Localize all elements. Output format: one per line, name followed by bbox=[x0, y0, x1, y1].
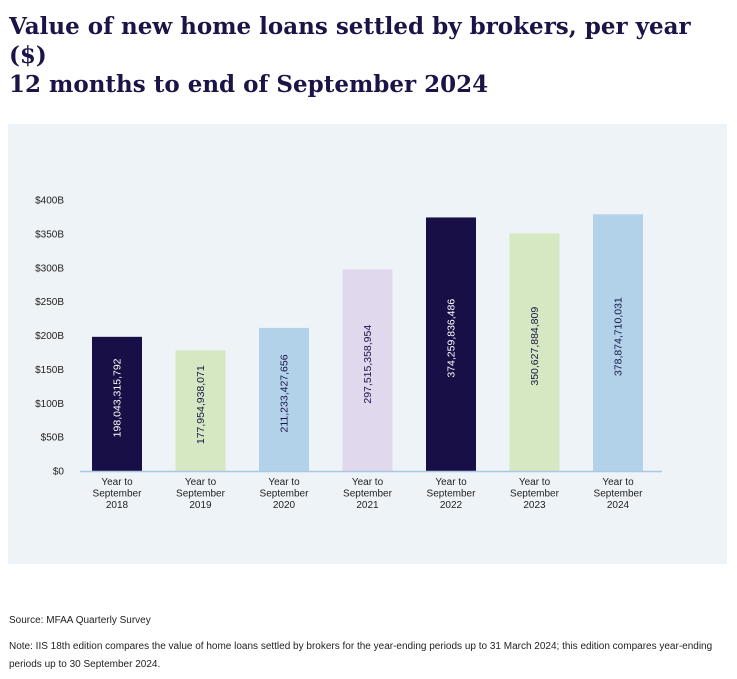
y-tick-label: $100B bbox=[35, 399, 64, 410]
x-tick-label-line: September bbox=[427, 489, 477, 500]
bar bbox=[175, 350, 226, 471]
bar-chart: $0 $50B $100B $150B $200B $250B $300B $350B $400… bbox=[35, 196, 662, 511]
x-tick-label-line: Year to bbox=[602, 477, 634, 488]
x-tick-label-line: Year to bbox=[101, 477, 133, 488]
x-tick-label-line: September bbox=[93, 489, 143, 500]
x-tick-label-line: September bbox=[176, 489, 226, 500]
bar bbox=[92, 336, 142, 471]
x-tick-label: Year to September 2022 bbox=[427, 477, 477, 511]
chart-title-line-1: Value of new home loans settled by broke… bbox=[9, 13, 691, 69]
x-tick-label: Year to September 2023 bbox=[510, 477, 560, 511]
y-tick-label: $50B bbox=[41, 433, 65, 444]
y-tick-label: $350B bbox=[35, 229, 64, 240]
x-tick-label-line: 2022 bbox=[440, 500, 463, 511]
bar-value-label: 350,627,884,809 bbox=[529, 307, 541, 386]
source-text: Source: MFAA Quarterly Survey bbox=[9, 615, 151, 626]
chart-title: Value of new home loans settled by broke… bbox=[9, 12, 729, 99]
x-tick-label: Year to September 2020 bbox=[260, 477, 310, 511]
x-tick-label-line: September bbox=[510, 489, 560, 500]
x-tick-label-line: 2024 bbox=[607, 500, 630, 511]
x-tick-label: Year to September 2019 bbox=[176, 477, 226, 511]
bar bbox=[509, 233, 560, 471]
x-tick-label-line: Year to bbox=[185, 477, 217, 488]
x-tick-label-line: September bbox=[260, 489, 310, 500]
x-tick-label: Year to September 2021 bbox=[343, 477, 393, 511]
x-tick-label: Year to September 2024 bbox=[594, 477, 644, 511]
y-tick-label: $0 bbox=[53, 467, 65, 478]
bar-value-label: 211,233,427,656 bbox=[279, 354, 291, 432]
x-tick-label-line: September bbox=[594, 489, 644, 500]
x-tick-label-line: 2018 bbox=[106, 500, 129, 511]
note-text: Note: IIS 18th edition compares the valu… bbox=[9, 641, 713, 670]
chart-panel: $0 $50B $100B $150B $200B $250B $300B $350B $400… bbox=[8, 124, 727, 564]
chart-title-line-2: 12 months to end of September 2024 bbox=[9, 71, 489, 98]
bar bbox=[426, 217, 476, 471]
x-tick-label-line: 2023 bbox=[523, 500, 546, 511]
y-tick-label: $400B bbox=[35, 196, 64, 207]
x-tick-label-line: 2020 bbox=[273, 500, 296, 511]
y-tick-label: $150B bbox=[35, 365, 64, 376]
x-tick-label: Year to September 2018 bbox=[93, 477, 143, 511]
bar-value-label: 198,043,315,792 bbox=[112, 358, 124, 437]
x-tick-label-line: Year to bbox=[352, 477, 384, 488]
y-tick-label: $200B bbox=[35, 331, 64, 342]
x-tick-label-line: September bbox=[343, 489, 393, 500]
x-tick-label-line: Year to bbox=[435, 477, 467, 488]
bar-value-label: 378,874,710,031 bbox=[613, 297, 625, 376]
bar-value-label: 374,259,836,486 bbox=[446, 299, 458, 378]
bar bbox=[593, 214, 643, 471]
bar-value-label: 297,515,358,954 bbox=[362, 325, 374, 404]
x-tick-label-line: Year to bbox=[519, 477, 551, 488]
x-tick-label-line: Year to bbox=[268, 477, 300, 488]
bar bbox=[259, 327, 309, 471]
bar bbox=[342, 269, 393, 471]
bar-value-label: 177,954,938,071 bbox=[195, 365, 207, 444]
y-tick-label: $250B bbox=[35, 297, 64, 308]
x-tick-label-line: 2019 bbox=[189, 500, 212, 511]
x-tick-label-line: 2021 bbox=[356, 500, 379, 511]
y-tick-label: $300B bbox=[35, 263, 64, 274]
